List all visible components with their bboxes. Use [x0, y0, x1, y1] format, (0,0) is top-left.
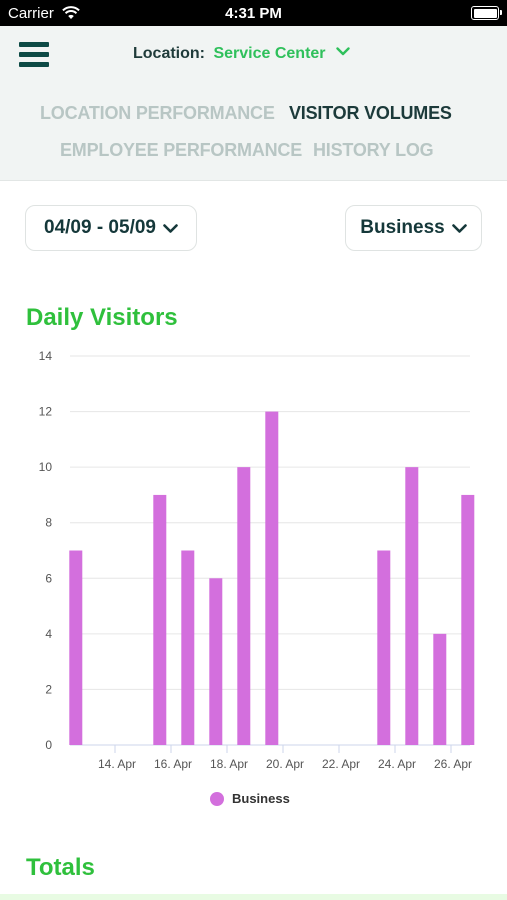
- bar[interactable]: [377, 550, 391, 746]
- bar[interactable]: [153, 494, 167, 745]
- chevron-down-icon: [163, 224, 178, 233]
- x-tick-label: 24. Apr: [378, 757, 416, 771]
- y-tick-label: 4: [45, 627, 52, 641]
- x-tick-label: 22. Apr: [322, 757, 360, 771]
- category-selector[interactable]: Business: [345, 205, 482, 251]
- date-range-selector[interactable]: 04/09 - 05/09: [25, 205, 197, 251]
- x-tick-label: 26. Apr: [434, 757, 472, 771]
- y-tick-label: 12: [39, 405, 53, 419]
- bar[interactable]: [209, 578, 223, 745]
- y-tick-label: 6: [45, 571, 52, 585]
- chevron-down-icon: [336, 47, 350, 56]
- tab-location-performance[interactable]: LOCATION PERFORMANCE: [40, 103, 275, 123]
- tab-employee-performance[interactable]: EMPLOYEE PERFORMANCE: [60, 140, 303, 160]
- menu-icon[interactable]: [19, 42, 49, 70]
- bar[interactable]: [181, 550, 195, 746]
- category-value: Business: [360, 217, 445, 238]
- header: Location: Service Center LOCATION PERFOR…: [0, 26, 507, 181]
- y-tick-label: 14: [39, 349, 53, 363]
- y-tick-label: 0: [45, 738, 52, 752]
- x-tick-label: 16. Apr: [154, 757, 192, 771]
- bar[interactable]: [69, 550, 83, 746]
- chevron-down-icon: [451, 224, 467, 233]
- status-time: 4:31 PM: [225, 5, 282, 22]
- status-bar: Carrier 4:31 PM: [0, 0, 507, 26]
- y-tick-label: 10: [39, 460, 53, 474]
- bar[interactable]: [405, 467, 419, 745]
- location-selector[interactable]: Location: Service Center: [133, 45, 350, 63]
- bar[interactable]: [433, 633, 447, 745]
- tab-visitor-volumes[interactable]: VISITOR VOLUMES: [289, 103, 452, 123]
- legend-dot: [210, 791, 224, 806]
- x-tick-label: 20. Apr: [266, 757, 304, 771]
- bar[interactable]: [461, 494, 475, 745]
- totals-title: Totals: [26, 854, 95, 881]
- y-tick-label: 2: [45, 682, 52, 696]
- tab-history-log[interactable]: HISTORY LOG: [313, 140, 434, 160]
- daily-visitors-chart: 0 2 4 6 8 10 12 14 14. Apr 16. Apr 18. Apr 20. Apr 2…: [39, 349, 475, 771]
- chart-legend[interactable]: Business: [210, 791, 290, 806]
- carrier-label: Carrier: [8, 5, 54, 22]
- bar[interactable]: [237, 467, 251, 745]
- daily-visitors-title: Daily Visitors: [26, 304, 178, 331]
- location-value: Service Center: [213, 45, 326, 62]
- location-label: Location:: [133, 45, 205, 62]
- y-tick-label: 8: [45, 516, 52, 530]
- x-tick-label: 18. Apr: [210, 757, 248, 771]
- legend-label: Business: [232, 791, 290, 806]
- bar[interactable]: [265, 411, 279, 745]
- wifi-icon: [62, 6, 80, 25]
- date-range-value: 04/09 - 05/09: [44, 217, 156, 238]
- battery-icon: [471, 6, 502, 20]
- totals-panel: [0, 894, 507, 900]
- x-tick-label: 14. Apr: [98, 757, 136, 771]
